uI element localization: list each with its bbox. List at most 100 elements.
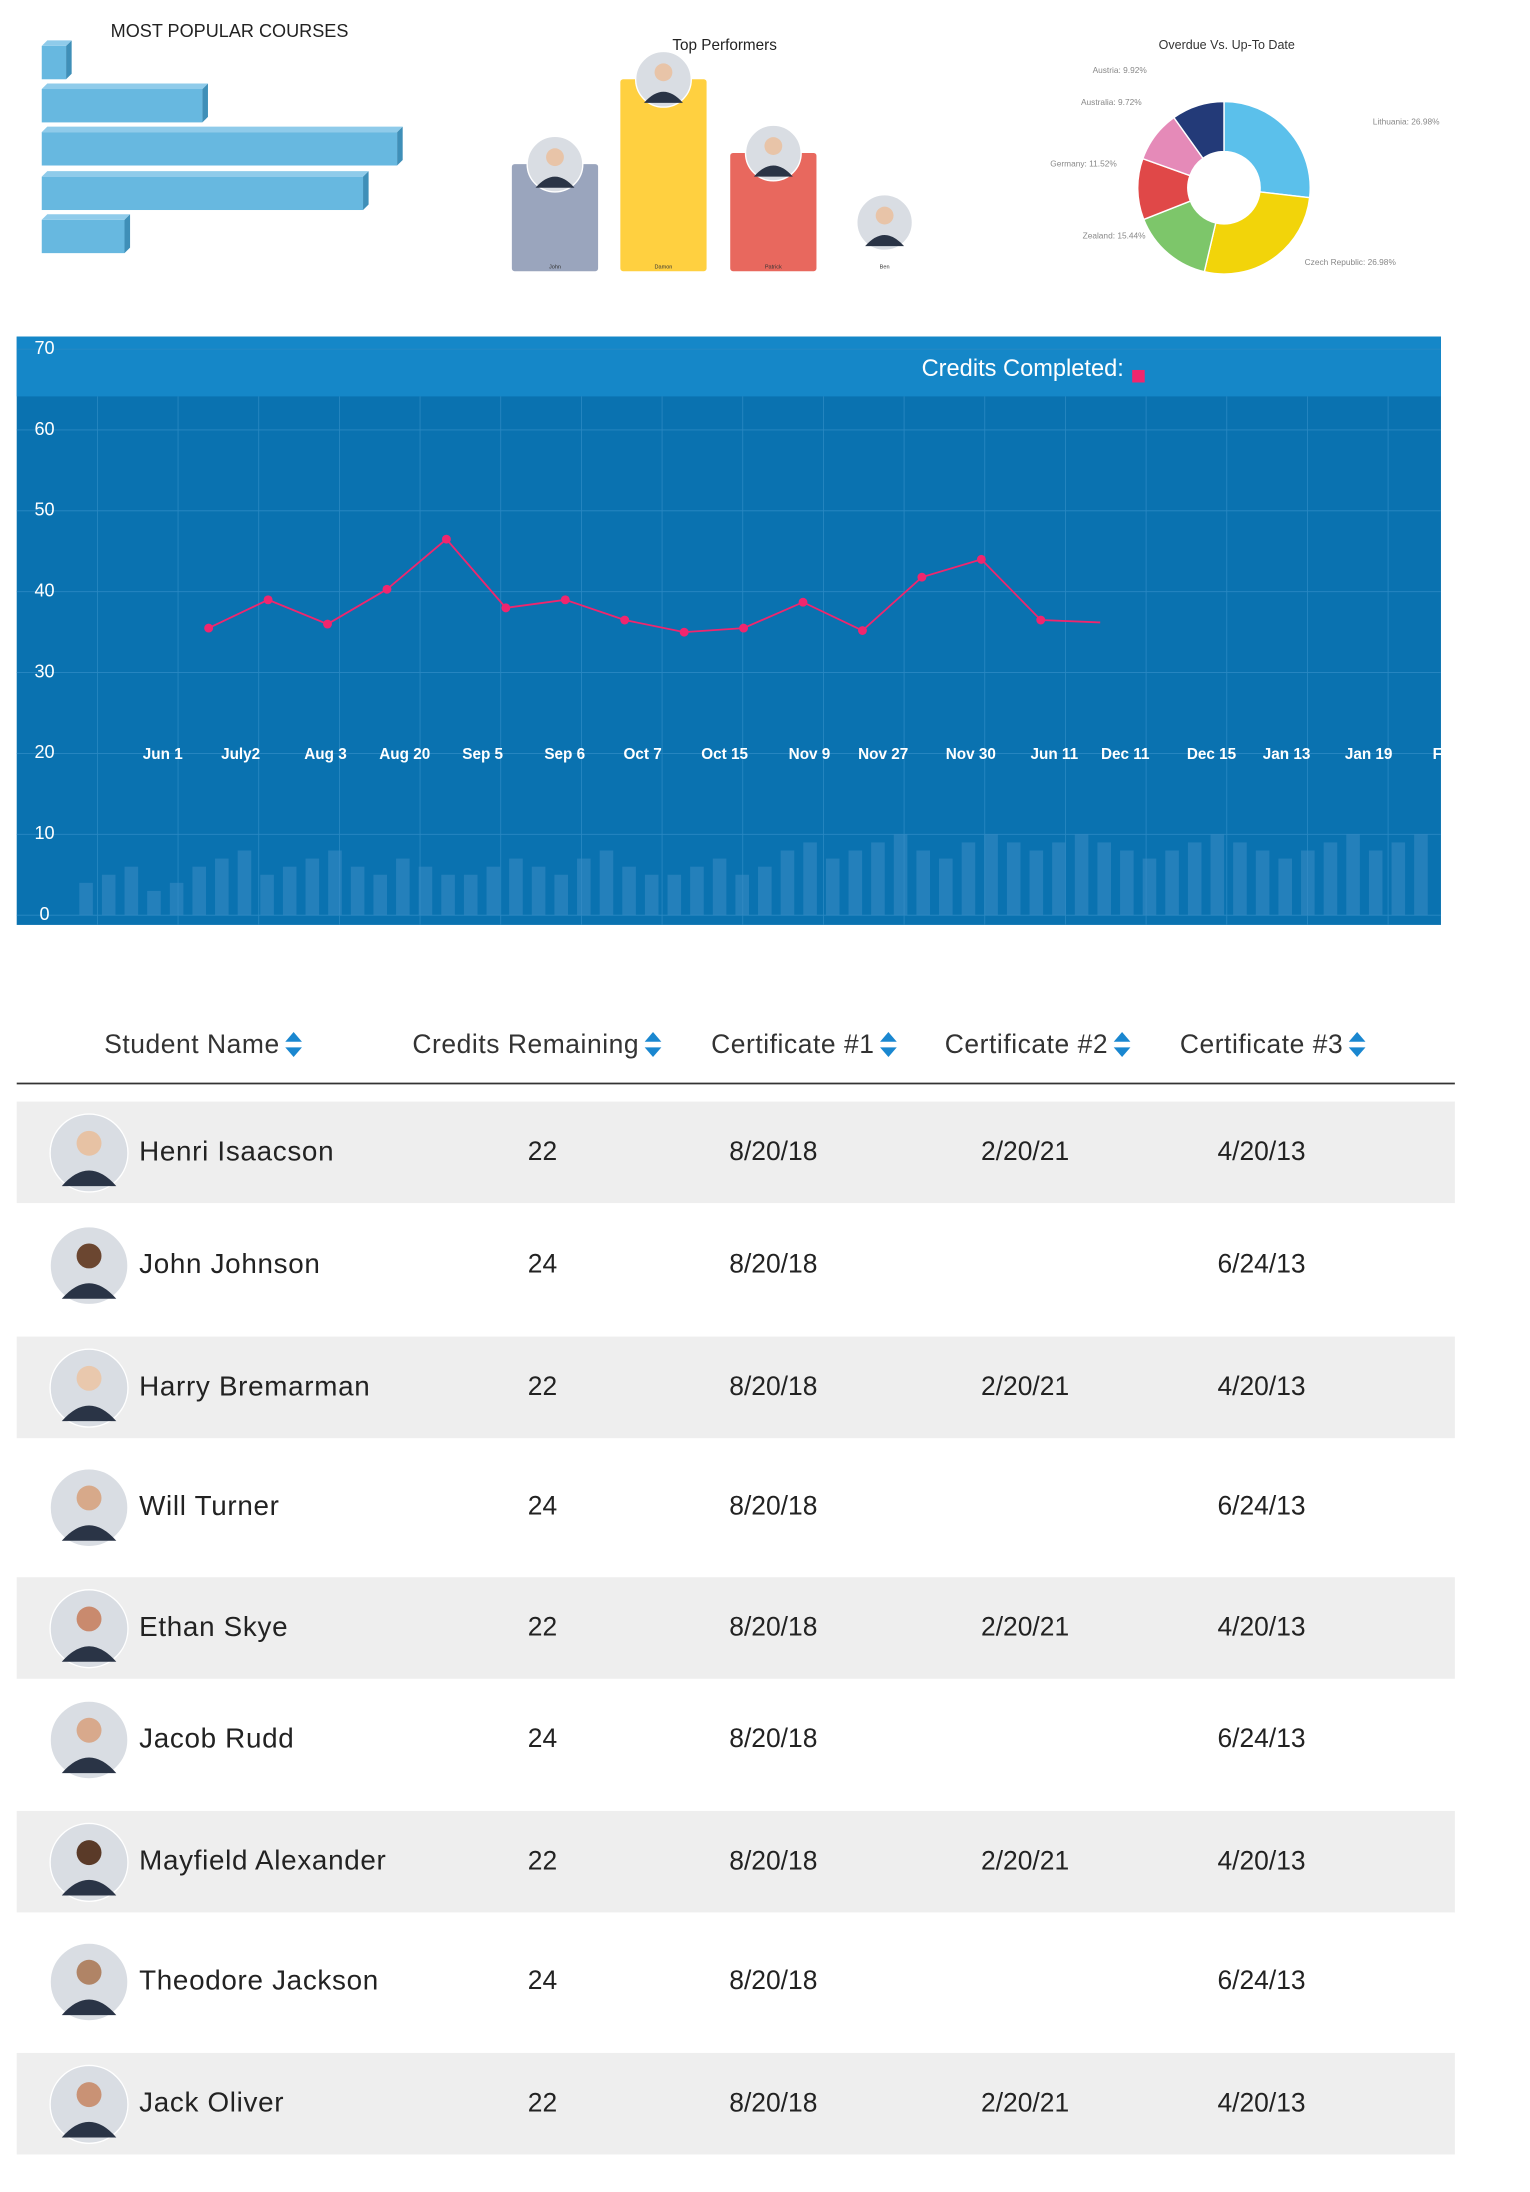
background-bar (418, 866, 433, 916)
background-bar (1255, 850, 1270, 916)
line-point (323, 619, 332, 629)
cell: 24 (528, 1249, 557, 1279)
x-tick-label: Jun 1 (143, 746, 183, 763)
cell: 8/20/18 (729, 1371, 817, 1401)
background-bar (1074, 834, 1089, 916)
sort-icon[interactable] (285, 1032, 302, 1058)
sort-icon[interactable] (644, 1032, 662, 1058)
background-bar (509, 858, 523, 916)
background-bar (1414, 834, 1428, 916)
background-bar (147, 890, 161, 916)
y-tick-label: 60 (34, 419, 54, 439)
x-tick-label: Jun 11 (1031, 746, 1079, 763)
donut-slice (1172, 100, 1225, 160)
x-tick-label: Jan 19 (1345, 746, 1393, 763)
avatar-head (654, 63, 673, 82)
cell: 2/20/21 (981, 1136, 1069, 1166)
avatar-body (61, 1879, 117, 1896)
student-name: Henri Isaacson (139, 1135, 334, 1166)
y-tick-label: 40 (34, 580, 54, 600)
sort-icon[interactable] (880, 1032, 897, 1058)
bar (41, 89, 203, 123)
line-point (679, 627, 689, 637)
background-bar (758, 866, 772, 916)
row-bg (16, 1101, 1455, 1204)
x-tick-label: Oct 7 (623, 746, 661, 763)
avatar-head (76, 1130, 102, 1156)
background-bar (1165, 850, 1179, 916)
background-bar (780, 850, 795, 916)
cell: 6/24/13 (1217, 1491, 1305, 1521)
student-name: John Johnson (139, 1248, 320, 1279)
background-bar (577, 858, 591, 916)
background-bar (712, 858, 727, 916)
background-bar (463, 874, 478, 916)
avatar-head (76, 1243, 102, 1269)
student-name: Mayfield Alexander (139, 1845, 386, 1876)
cell: 6/24/13 (1217, 1249, 1305, 1279)
background-bar (939, 858, 953, 916)
x-tick-label: Nov 9 (789, 746, 831, 763)
background-bar (237, 850, 252, 916)
column-header: Credits Remaining (412, 1029, 639, 1059)
legend-label: Credits Completed: (922, 356, 1124, 382)
x-tick-label: Aug 20 (379, 746, 430, 763)
background-bar (486, 866, 501, 916)
background-bar (1278, 858, 1292, 916)
cell: 4/20/13 (1217, 1136, 1305, 1166)
sort-icon[interactable] (1113, 1032, 1131, 1058)
student-name: Harry Bremarman (139, 1370, 370, 1401)
background-bar (305, 858, 320, 916)
donut-slice (1203, 191, 1311, 275)
slice-label: Australia: 9.72% (1081, 97, 1142, 107)
background-bar (1052, 842, 1066, 916)
x-tick-label: Nov 27 (858, 746, 908, 763)
background-bar (1120, 850, 1134, 916)
cell: 8/20/18 (729, 1249, 817, 1279)
x-tick-label: July2 (221, 746, 260, 763)
x-tick-label: Jan 13 (1263, 746, 1311, 763)
background-bar (984, 834, 998, 916)
x-tick-label: Oct 15 (701, 746, 748, 763)
x-tick-label: Dec 11 (1101, 746, 1150, 763)
bar (730, 152, 817, 272)
cell: 2/20/21 (981, 2087, 1069, 2117)
chart-title: Overdue Vs. Up-To Date (1159, 38, 1295, 52)
cell: 4/20/13 (1217, 1371, 1305, 1401)
sort-icon[interactable] (1348, 1032, 1366, 1058)
line-point (441, 534, 451, 544)
background-bar (1029, 850, 1044, 916)
student-name: Jack Oliver (139, 2087, 284, 2118)
background-bar (916, 850, 930, 916)
bar-top (41, 214, 131, 220)
donut-slice (1223, 100, 1311, 199)
bar (41, 176, 364, 211)
avatar-body (61, 1646, 117, 1662)
cell: 22 (528, 1612, 557, 1642)
background-bar (644, 874, 659, 916)
avatar-body (61, 1757, 117, 1774)
cell: 24 (528, 1491, 557, 1521)
cell: 4/20/13 (1217, 2087, 1305, 2117)
background-bar (441, 874, 455, 916)
row-bg (16, 1577, 1455, 1679)
y-tick-label: 10 (34, 823, 54, 843)
student-name: Ethan Skye (139, 1611, 288, 1642)
x-tick-label: Sep 6 (544, 746, 585, 763)
bar (511, 164, 599, 272)
avatar-body (865, 235, 905, 247)
background-bar (803, 842, 817, 916)
avatar-body (61, 1405, 117, 1422)
bar-label: Patrick (765, 265, 782, 271)
avatar-body (61, 2121, 117, 2138)
avatar-head (76, 2082, 102, 2108)
background-bar (690, 866, 704, 916)
cell: 8/20/18 (729, 1136, 817, 1166)
avatar-body (61, 1170, 117, 1187)
line-point (501, 603, 511, 613)
student-name: Theodore Jackson (139, 1964, 379, 1995)
line-point (204, 623, 214, 633)
avatar-body (535, 176, 575, 188)
cell: 2/20/21 (981, 1612, 1069, 1642)
line-point (917, 572, 927, 582)
